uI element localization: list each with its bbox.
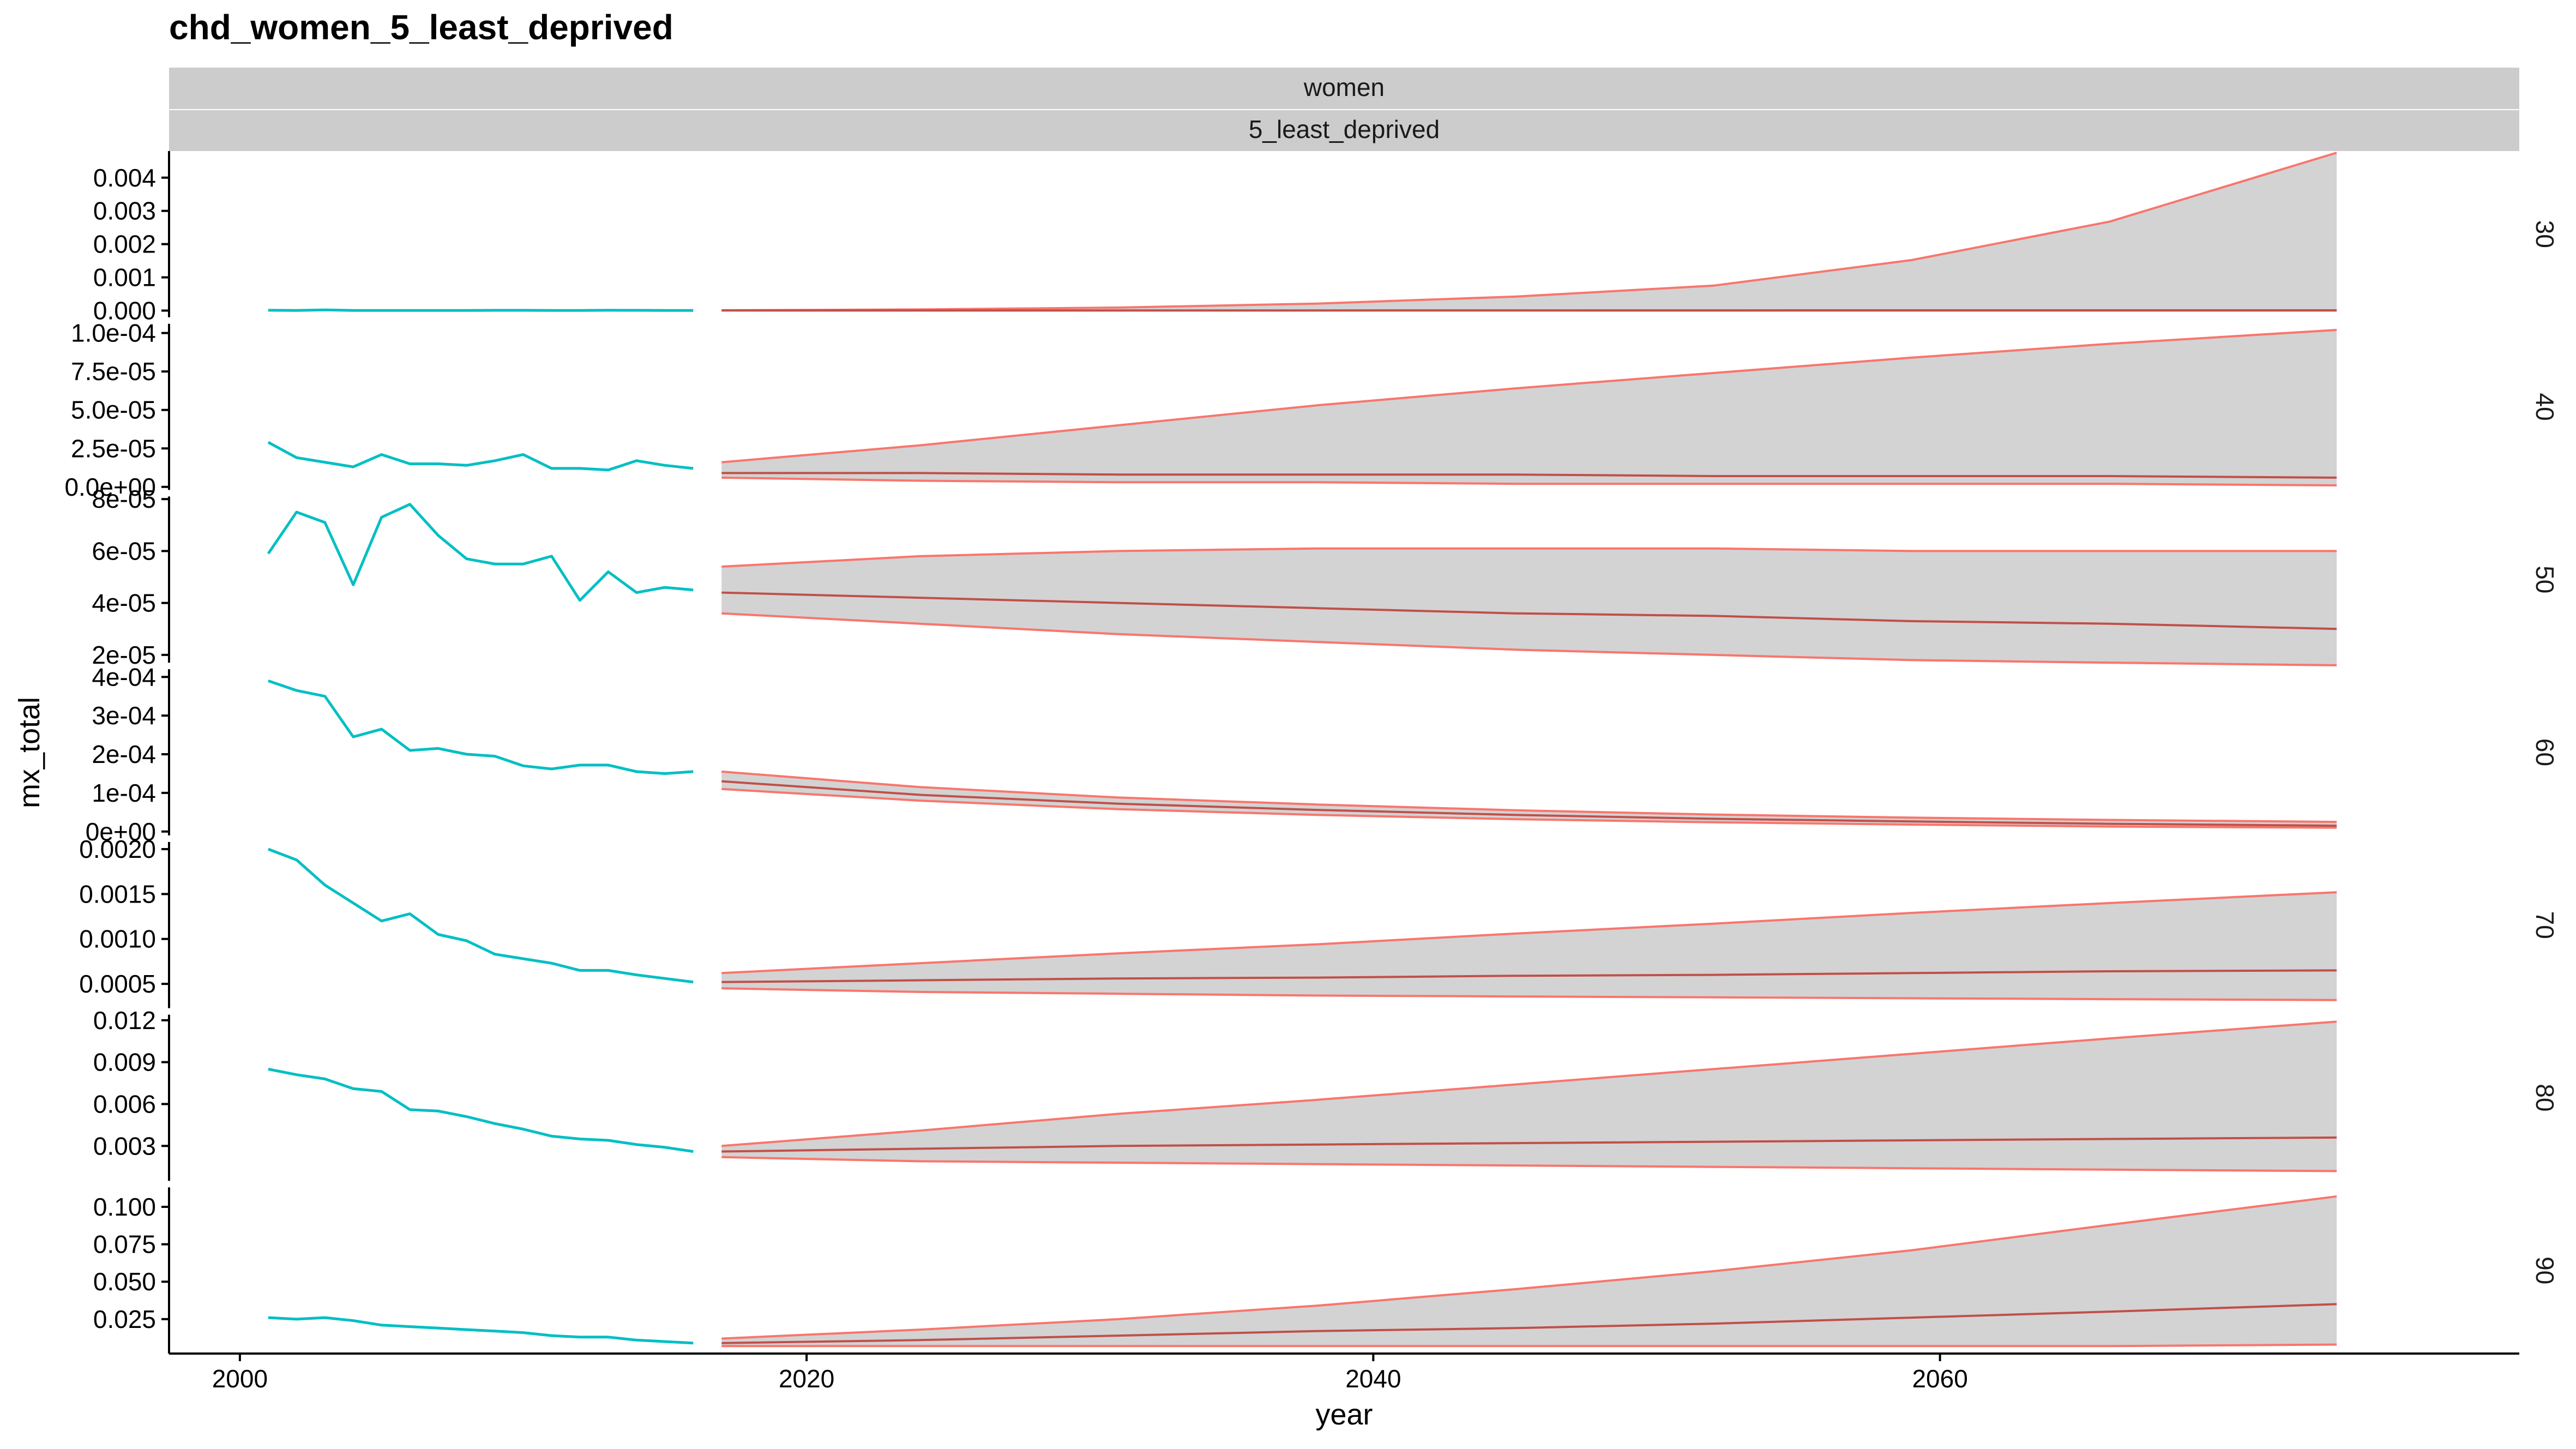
forecast-upper-line: [721, 1020, 2337, 1147]
panel-right-gap: [2408, 1187, 2519, 1354]
panel-60: 60 0e+00 1e-04 2e-04 3e-04 4e-04: [86, 663, 2559, 845]
forecast-lower-line: [721, 1156, 2337, 1173]
forecast-lower-line: [721, 1343, 2337, 1348]
y-tick-label: 0.0005: [79, 970, 156, 998]
chart-title: chd_women_5_least_deprived: [169, 8, 673, 47]
y-tick-label: 5.0e-05: [71, 396, 156, 424]
y-tick-label: 0.009: [93, 1048, 156, 1077]
panel-80: 80 0.003 0.006 0.009 0.012: [93, 1006, 2559, 1181]
y-tick-label: 0.0020: [79, 835, 156, 863]
y-tick-label: 1e-04: [92, 779, 156, 807]
strip-top-label-2: 5_least_deprived: [1249, 115, 1440, 143]
panel-30: 30 0.000 0.001 0.002 0.003 0.004: [93, 151, 2559, 325]
observed-line: [268, 1067, 694, 1153]
y-tick-label: 2.5e-05: [71, 434, 156, 462]
forecast-upper-line: [721, 547, 2337, 568]
y-tick-label: 0.003: [93, 197, 156, 225]
y-tick-label: 0.012: [93, 1006, 156, 1035]
forecast-lower-line: [721, 787, 2337, 829]
forecast-lower-line: [721, 612, 2337, 666]
forecast-median-line: [721, 780, 2337, 827]
observed-line: [268, 847, 694, 984]
y-tick-label: 0.075: [93, 1230, 156, 1259]
x-tick-label: 2040: [1345, 1364, 1401, 1393]
y-tick-label: 2e-04: [92, 740, 156, 768]
y-tick-label: 8e-05: [92, 485, 156, 513]
y-tick-label: 4e-05: [92, 589, 156, 617]
y-tick-label: 3e-04: [92, 701, 156, 730]
panel-strip-label: 30: [2531, 220, 2559, 248]
observed-line: [267, 441, 694, 472]
forecast-band: [721, 1196, 2337, 1346]
panel-90: 90 0.025 0.050 0.075 0.100: [93, 1187, 2559, 1354]
observed-line: [267, 503, 694, 602]
forecast-upper-line: [721, 891, 2337, 975]
panel-70: 70 0.0005 0.0010 0.0015 0.0020: [79, 835, 2559, 1008]
panel-right-gap: [2408, 841, 2519, 1008]
y-tick-label: 2e-05: [92, 641, 156, 669]
forecast-median-line: [721, 1303, 2337, 1344]
y-tick-label: 0.100: [93, 1193, 156, 1221]
forecast-band: [721, 1021, 2337, 1171]
y-tick-label: 0.0010: [79, 925, 156, 953]
y-tick-label: 7.5e-05: [71, 357, 156, 386]
forecast-median-line: [721, 591, 2337, 630]
forecast-upper-line: [721, 1195, 2337, 1340]
forecast-upper-line: [721, 329, 2337, 464]
y-tick-label: 0.001: [93, 263, 156, 292]
panels: 30 0.000 0.001 0.002 0.003 0.004 40 0.0e+00 2.5e…: [64, 151, 2559, 1354]
panel-strip-label: 70: [2531, 911, 2559, 939]
panel-right-gap: [2408, 1014, 2519, 1181]
panel-strip-label: 60: [2531, 738, 2559, 766]
y-tick-label: 1.0e-04: [71, 319, 156, 347]
x-axis: 2000 2020 2040 2060: [169, 1352, 2519, 1393]
forecast-upper-line: [721, 770, 2337, 823]
y-tick-label: 4e-04: [92, 663, 156, 691]
forecast-median-line: [721, 1136, 2337, 1153]
forecast-lower-line: [721, 476, 2337, 486]
y-axis-title: mx_total: [13, 697, 46, 808]
observed-line: [268, 1316, 694, 1345]
strip-top-1: [169, 68, 2519, 109]
y-tick-label: 0.000: [93, 297, 156, 325]
panel-strip-label: 80: [2531, 1084, 2559, 1111]
panel-50: 50 2e-05 4e-05 6e-05 8e-05: [92, 485, 2559, 669]
x-tick-label: 2000: [212, 1364, 268, 1393]
panel-right-gap: [2408, 496, 2519, 663]
panel-strip-label: 40: [2531, 393, 2559, 420]
strip-top-2: [169, 110, 2519, 151]
forecast-median-line: [721, 472, 2337, 479]
y-tick-label: 0.0015: [79, 880, 156, 908]
forecast-band: [721, 330, 2337, 485]
forecast-band: [721, 548, 2337, 665]
panel-right-gap: [2408, 151, 2519, 317]
y-tick-label: 0.003: [93, 1132, 156, 1160]
x-tick-label: 2020: [779, 1364, 834, 1393]
y-tick-label: 0.006: [93, 1090, 156, 1118]
y-tick-label: 0.002: [93, 230, 156, 258]
panel-40: 40 0.0e+00 2.5e-05 5.0e-05 7.5e-05 1.0e-04: [64, 319, 2559, 501]
panel-strip-label: 90: [2531, 1256, 2559, 1284]
y-tick-label: 6e-05: [92, 537, 156, 565]
y-tick-label: 0.0e+00: [64, 473, 156, 501]
x-tick-label: 2060: [1912, 1364, 1967, 1393]
panel-right-gap: [2408, 669, 2519, 835]
panel-strip-label: 50: [2531, 566, 2559, 593]
forecast-band: [721, 153, 2337, 311]
strip-top-label-1: women: [1303, 73, 1385, 101]
x-axis-title: year: [1315, 1398, 1373, 1431]
observed-line: [268, 680, 694, 775]
panel-right-gap: [2408, 323, 2519, 490]
y-tick-label: 0.025: [93, 1305, 156, 1333]
forecast-lower-line: [721, 987, 2337, 1001]
y-tick-label: 0.004: [93, 164, 156, 192]
y-tick-label: 0e+00: [86, 817, 156, 846]
y-tick-label: 0.050: [93, 1267, 156, 1296]
forecast-median-line: [721, 969, 2337, 983]
forecast-upper-line: [721, 152, 2337, 311]
